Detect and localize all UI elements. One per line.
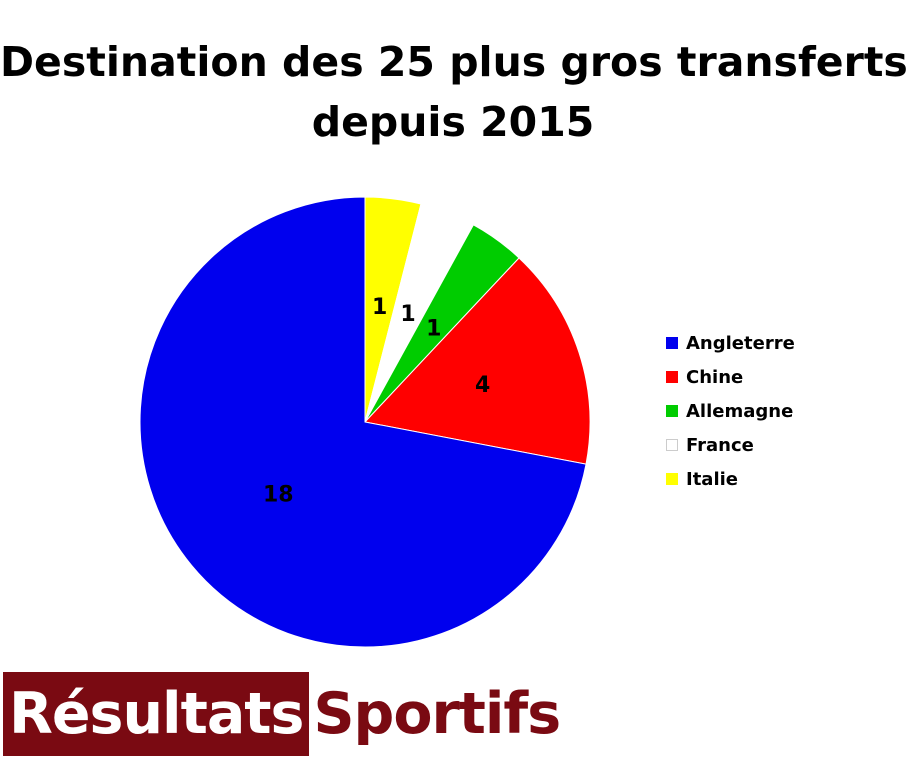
legend-swatch xyxy=(666,371,678,383)
legend-swatch xyxy=(666,473,678,485)
legend-item-allemagne: Allemagne xyxy=(666,394,795,428)
legend-label: France xyxy=(686,434,754,456)
legend-label: Angleterre xyxy=(686,332,795,354)
data-label-allemagne: 1 xyxy=(426,316,441,341)
legend-swatch xyxy=(666,405,678,417)
legend-label: Italie xyxy=(686,468,738,490)
legend-swatch xyxy=(666,337,678,349)
chart-title-line-2: depuis 2015 xyxy=(311,98,595,146)
legend: Angleterre Chine Allemagne France Italie xyxy=(666,326,795,496)
legend-item-angleterre: Angleterre xyxy=(666,326,795,360)
legend-item-chine: Chine xyxy=(666,360,795,394)
logo-part-2: Sportifs xyxy=(313,681,561,747)
chart-title-line-1: Destination des 25 plus gros transferts xyxy=(0,38,906,86)
pie-slice-angleterre xyxy=(139,196,587,648)
pie-slice-chine xyxy=(364,257,591,465)
legend-swatch xyxy=(666,439,678,451)
legend-label: Chine xyxy=(686,366,744,388)
logo-part-1: Résultats xyxy=(3,672,310,756)
legend-item-france: France xyxy=(666,428,795,462)
resultats-sportifs-logo: Résultats Sportifs xyxy=(3,672,561,756)
chart-title: Destination des 25 plus gros transferts … xyxy=(0,32,906,152)
legend-label: Allemagne xyxy=(686,400,794,422)
data-label-france: 1 xyxy=(400,302,415,327)
data-label-angleterre: 18 xyxy=(263,483,294,508)
data-label-italie: 1 xyxy=(372,295,387,320)
data-label-chine: 4 xyxy=(475,373,490,398)
legend-item-italie: Italie xyxy=(666,462,795,496)
